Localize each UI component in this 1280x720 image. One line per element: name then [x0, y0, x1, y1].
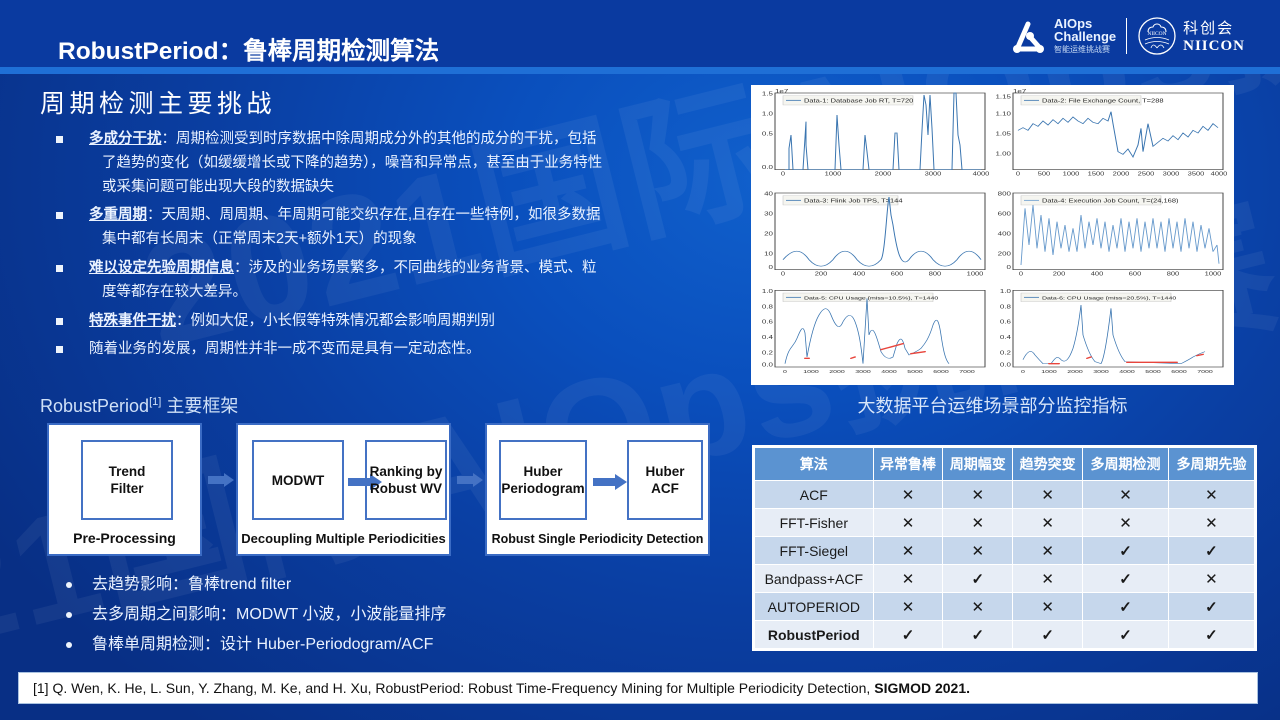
svg-text:4000: 4000: [973, 172, 990, 177]
svg-text:1000: 1000: [1041, 370, 1057, 375]
svg-text:400: 400: [853, 272, 866, 277]
svg-text:1500: 1500: [1088, 172, 1105, 177]
svg-text:600: 600: [1129, 272, 1142, 277]
svg-text:1000: 1000: [825, 172, 842, 177]
svg-text:0: 0: [781, 172, 786, 177]
svg-text:5000: 5000: [1145, 370, 1161, 375]
svg-text:1e7: 1e7: [775, 89, 789, 94]
svg-text:3000: 3000: [1163, 172, 1180, 177]
svg-text:0.2: 0.2: [762, 350, 773, 355]
svg-text:2000: 2000: [1113, 172, 1130, 177]
svg-text:1000: 1000: [1063, 172, 1080, 177]
svg-text:2000: 2000: [1067, 370, 1083, 375]
svg-text:200: 200: [1053, 272, 1066, 277]
svg-text:500: 500: [1038, 172, 1051, 177]
svg-text:400: 400: [998, 232, 1012, 237]
svg-text:1.05: 1.05: [995, 132, 1011, 137]
svg-text:Data-4: Execution Job Count, T: Data-4: Execution Job Count, T=(24,168): [1042, 198, 1179, 203]
svg-text:6000: 6000: [933, 370, 949, 375]
svg-text:0.4: 0.4: [762, 335, 773, 340]
svg-text:0: 0: [1007, 265, 1012, 270]
svg-text:Data-2: File Exchange Count, T: Data-2: File Exchange Count, T=288: [1042, 98, 1164, 103]
svg-text:3000: 3000: [1093, 370, 1109, 375]
svg-text:600: 600: [998, 212, 1012, 217]
svg-text:0.5: 0.5: [762, 132, 773, 137]
svg-text:0.8: 0.8: [1000, 304, 1011, 309]
svg-text:1000: 1000: [1205, 272, 1222, 277]
svg-text:7000: 7000: [959, 370, 975, 375]
svg-text:30: 30: [764, 212, 773, 217]
svg-text:400: 400: [1091, 272, 1104, 277]
svg-text:0.4: 0.4: [1000, 335, 1011, 340]
svg-text:40: 40: [764, 192, 773, 197]
svg-text:3000: 3000: [855, 370, 871, 375]
svg-text:1.5: 1.5: [762, 92, 773, 97]
svg-text:0.8: 0.8: [762, 304, 773, 309]
svg-text:0: 0: [1019, 272, 1024, 277]
svg-text:Data-6: CPU Usage (miss=20.5%): Data-6: CPU Usage (miss=20.5%), T=1440: [1042, 296, 1177, 301]
svg-text:0: 0: [781, 272, 786, 277]
svg-text:1e7: 1e7: [1013, 89, 1027, 94]
svg-text:800: 800: [998, 192, 1012, 197]
svg-text:4000: 4000: [881, 370, 897, 375]
svg-text:200: 200: [998, 252, 1012, 257]
svg-text:0.0: 0.0: [1000, 362, 1011, 367]
svg-text:1.0: 1.0: [762, 289, 773, 294]
svg-text:600: 600: [891, 272, 904, 277]
svg-text:2000: 2000: [829, 370, 845, 375]
svg-text:200: 200: [815, 272, 828, 277]
svg-text:1000: 1000: [967, 272, 984, 277]
svg-text:10: 10: [764, 252, 773, 257]
svg-text:0.6: 0.6: [762, 320, 773, 325]
svg-text:800: 800: [929, 272, 942, 277]
svg-text:Data-5: CPU Usage (miss=10.5%): Data-5: CPU Usage (miss=10.5%), T=1440: [804, 296, 939, 301]
svg-text:20: 20: [764, 232, 773, 237]
svg-text:4000: 4000: [1211, 172, 1228, 177]
svg-text:7000: 7000: [1197, 370, 1213, 375]
svg-text:0: 0: [1016, 172, 1021, 177]
svg-text:5000: 5000: [907, 370, 923, 375]
svg-text:6000: 6000: [1171, 370, 1187, 375]
svg-text:0.0: 0.0: [762, 362, 773, 367]
svg-text:3500: 3500: [1188, 172, 1205, 177]
svg-text:1.0: 1.0: [1000, 289, 1011, 294]
svg-text:0.6: 0.6: [1000, 320, 1011, 325]
svg-text:3000: 3000: [925, 172, 942, 177]
svg-text:0: 0: [769, 265, 774, 270]
svg-text:4000: 4000: [1119, 370, 1135, 375]
svg-text:800: 800: [1167, 272, 1180, 277]
svg-text:1000: 1000: [803, 370, 819, 375]
svg-text:NIICON: NIICON: [1148, 31, 1167, 37]
svg-text:0.2: 0.2: [1000, 350, 1011, 355]
svg-text:1.0: 1.0: [762, 112, 773, 117]
svg-text:1.00: 1.00: [995, 152, 1011, 157]
svg-text:1.10: 1.10: [995, 112, 1011, 117]
svg-text:2000: 2000: [875, 172, 892, 177]
svg-text:Data-1: Database Job RT, T=720: Data-1: Database Job RT, T=720: [804, 98, 914, 103]
svg-text:1.15: 1.15: [995, 94, 1011, 99]
svg-text:0.0: 0.0: [762, 165, 773, 170]
svg-text:2500: 2500: [1138, 172, 1155, 177]
